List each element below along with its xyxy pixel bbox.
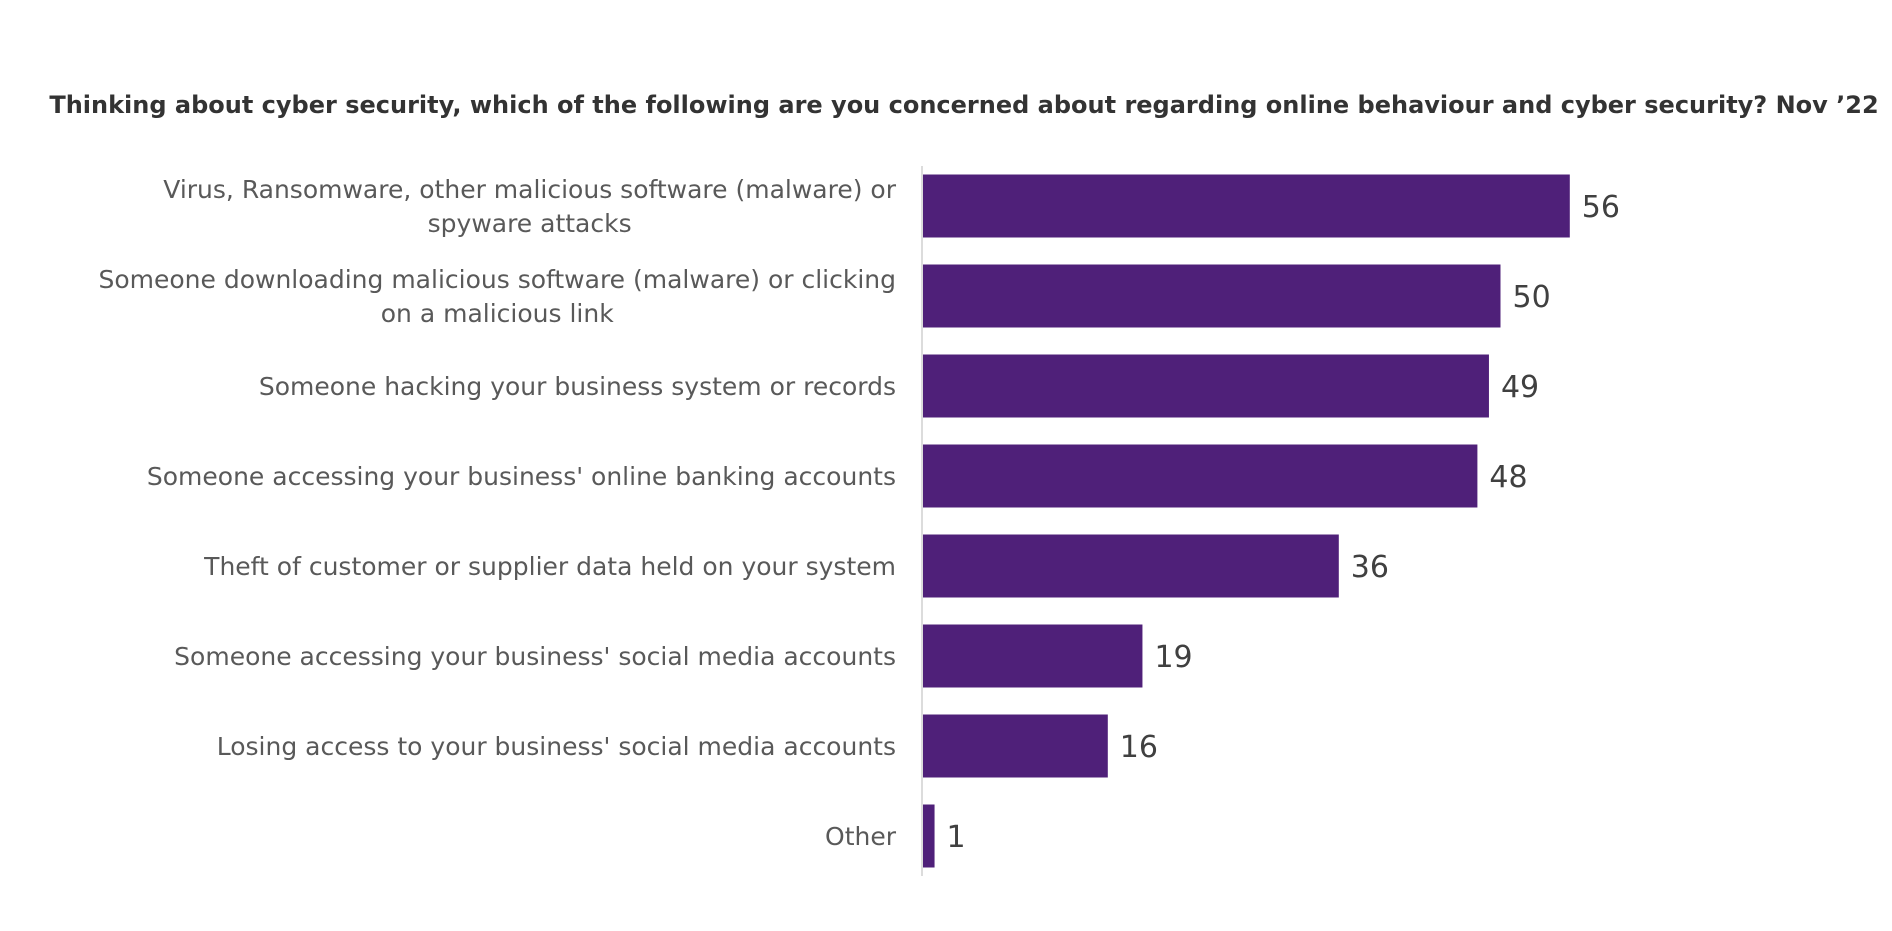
category-label-3: Someone hacking your business system or …	[259, 372, 896, 401]
category-label-7: Losing access to your business' social m…	[217, 732, 896, 761]
value-label-7: 16	[1120, 730, 1158, 765]
category-label-4: Someone accessing your business' online …	[147, 462, 896, 491]
bar-4	[923, 444, 1478, 508]
value-label-8: 1	[947, 820, 966, 855]
category-label-5: Theft of customer or supplier data held …	[203, 552, 896, 581]
bar-7	[923, 714, 1108, 778]
category-label-1: Virus, Ransomware, other malicious softw…	[163, 175, 896, 238]
category-label-2-line-2: on a malicious link	[381, 299, 614, 328]
bar-2	[923, 264, 1501, 328]
bar-5	[923, 534, 1339, 598]
bar-6	[923, 624, 1143, 688]
category-label-2-line-1: Someone downloading malicious software (…	[98, 265, 896, 294]
value-label-4: 48	[1489, 460, 1527, 495]
category-label-6: Someone accessing your business' social …	[174, 642, 896, 671]
value-label-1: 56	[1582, 190, 1620, 225]
value-label-6: 19	[1154, 640, 1192, 675]
category-label-1-line-2: spyware attacks	[428, 209, 632, 238]
category-label-2: Someone downloading malicious software (…	[98, 265, 896, 328]
category-label-1-line-1: Virus, Ransomware, other malicious softw…	[163, 175, 896, 204]
bars-group	[923, 174, 1570, 868]
value-label-3: 49	[1501, 370, 1539, 405]
bar-3	[923, 354, 1489, 418]
bar-1	[923, 174, 1570, 238]
value-labels-group: 56 50 49 48 36 19 16 1	[947, 190, 1620, 855]
value-label-2: 50	[1513, 280, 1551, 315]
category-labels-group: Virus, Ransomware, other malicious softw…	[98, 175, 896, 851]
value-label-5: 36	[1351, 550, 1389, 585]
chart-title: Thinking about cyber security, which of …	[49, 91, 1878, 119]
bar-8	[923, 804, 935, 868]
category-label-8: Other	[825, 822, 897, 851]
